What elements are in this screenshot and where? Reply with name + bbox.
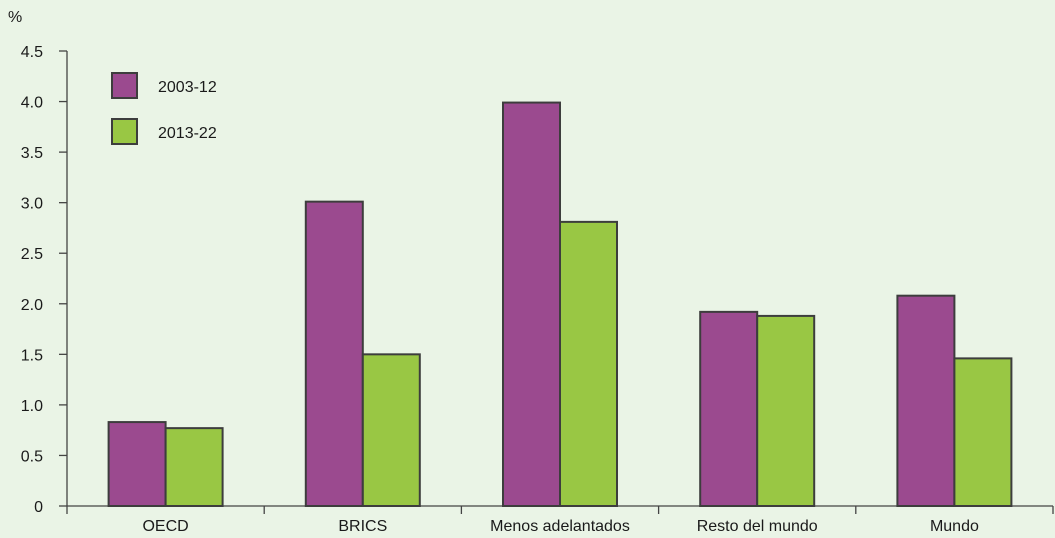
bar-2013-22-mundo <box>953 357 1013 507</box>
bar-2003-12-oecd <box>107 421 167 508</box>
legend-swatch <box>111 72 138 99</box>
legend-swatch <box>111 118 138 145</box>
y-tick-label: 2.0 <box>21 297 43 314</box>
bar-2013-22-resto-del-mundo <box>756 314 816 507</box>
y-tick-label: 2.5 <box>21 246 43 263</box>
legend-label: 2013-22 <box>158 125 217 142</box>
y-axis: 0 0.5 1.0 1.5 2.0 2.5 3.0 3.5 4.0 4.5 <box>21 44 68 516</box>
y-tick-label: 3.0 <box>21 196 43 213</box>
y-tick-label: 4.0 <box>21 95 43 112</box>
x-category-label: OECD <box>142 518 188 535</box>
x-axis: OECD BRICS Menos adelantados Resto del mund… <box>66 505 1054 535</box>
y-tick-label: 1.0 <box>21 398 43 415</box>
legend: 2003-12 2013-22 <box>111 72 217 145</box>
y-axis-unit-label: % <box>8 9 22 26</box>
legend-label: 2003-12 <box>158 79 217 96</box>
bar-2013-22-oecd <box>164 427 224 507</box>
x-category-label: Menos adelantados <box>490 518 630 535</box>
bar-2003-12-menos-adelantados <box>502 101 561 507</box>
y-tick-label: 3.5 <box>21 145 43 162</box>
bar-2003-12-brics <box>304 200 364 507</box>
bar-2013-22-menos-adelantados <box>559 220 618 507</box>
x-category-label: BRICS <box>338 518 387 535</box>
bar-2013-22-brics <box>361 353 421 508</box>
x-category-label: Mundo <box>930 518 979 535</box>
bar-2003-12-resto-del-mundo <box>699 310 759 507</box>
x-category-label: Resto del mundo <box>697 518 818 535</box>
y-tick-label: 0.5 <box>21 448 43 465</box>
bars-group <box>107 101 1013 508</box>
y-tick-label: 4.5 <box>21 44 43 61</box>
bar-2003-12-mundo <box>896 294 956 508</box>
y-tick-label: 0 <box>34 499 43 516</box>
y-tick-label: 1.5 <box>21 347 43 364</box>
